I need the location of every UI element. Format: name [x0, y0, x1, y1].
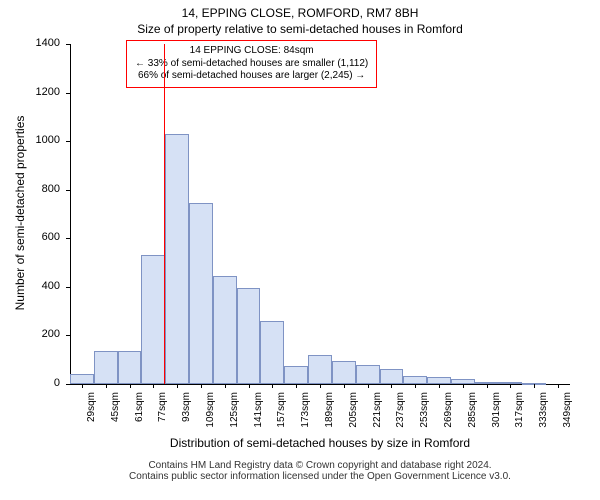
x-tick-mark	[106, 384, 107, 388]
y-tick-label: 0	[0, 377, 60, 389]
y-tick-mark	[66, 44, 70, 45]
x-tick-label: 301sqm	[491, 392, 502, 436]
x-tick-mark	[487, 384, 488, 388]
x-tick-label: 93sqm	[181, 392, 192, 436]
y-tick-mark	[66, 384, 70, 385]
info-line-2: ← 33% of semi-detached houses are smalle…	[135, 58, 368, 71]
footnote-line-2: Contains public sector information licen…	[70, 471, 570, 482]
x-tick-label: 141sqm	[253, 392, 264, 436]
y-axis	[70, 44, 71, 384]
x-tick-label: 349sqm	[562, 392, 573, 436]
x-axis-label: Distribution of semi-detached houses by …	[70, 436, 570, 450]
x-tick-mark	[82, 384, 83, 388]
y-tick-label: 800	[0, 183, 60, 195]
histogram-bar	[427, 377, 451, 384]
x-tick-mark	[439, 384, 440, 388]
y-tick-mark	[66, 287, 70, 288]
x-tick-mark	[153, 384, 154, 388]
x-tick-mark	[272, 384, 273, 388]
y-tick-mark	[66, 335, 70, 336]
x-tick-mark	[225, 384, 226, 388]
x-tick-label: 125sqm	[229, 392, 240, 436]
reference-line	[164, 44, 165, 384]
x-tick-label: 61sqm	[134, 392, 145, 436]
y-tick-mark	[66, 93, 70, 94]
histogram-bar	[118, 351, 142, 384]
x-tick-mark	[534, 384, 535, 388]
x-tick-label: 237sqm	[395, 392, 406, 436]
x-tick-label: 77sqm	[157, 392, 168, 436]
chart-subtitle: Size of property relative to semi-detach…	[0, 22, 600, 36]
x-tick-label: 29sqm	[86, 392, 97, 436]
x-tick-label: 157sqm	[276, 392, 287, 436]
histogram-bar	[213, 276, 237, 384]
x-tick-label: 253sqm	[419, 392, 430, 436]
histogram-bar	[403, 376, 427, 385]
histogram-bar	[332, 361, 356, 384]
x-tick-mark	[177, 384, 178, 388]
histogram-bar	[94, 351, 118, 384]
x-tick-mark	[558, 384, 559, 388]
x-tick-mark	[320, 384, 321, 388]
x-tick-label: 189sqm	[324, 392, 335, 436]
footnote: Contains HM Land Registry data © Crown c…	[70, 460, 570, 482]
histogram-bar	[260, 321, 284, 384]
x-tick-label: 173sqm	[300, 392, 311, 436]
x-tick-label: 269sqm	[443, 392, 454, 436]
x-tick-mark	[201, 384, 202, 388]
histogram-bar	[70, 374, 94, 384]
x-tick-label: 221sqm	[372, 392, 383, 436]
chart-title: 14, EPPING CLOSE, ROMFORD, RM7 8BH	[0, 6, 600, 20]
y-tick-label: 1200	[0, 86, 60, 98]
info-line-3: 66% of semi-detached houses are larger (…	[135, 70, 368, 83]
x-tick-label: 109sqm	[205, 392, 216, 436]
y-tick-label: 400	[0, 280, 60, 292]
x-tick-mark	[344, 384, 345, 388]
y-tick-label: 200	[0, 328, 60, 340]
x-tick-label: 45sqm	[110, 392, 121, 436]
histogram-bar	[165, 134, 189, 384]
histogram-bar	[141, 255, 165, 384]
x-tick-label: 205sqm	[348, 392, 359, 436]
histogram-bar	[284, 366, 308, 384]
y-tick-mark	[66, 238, 70, 239]
x-tick-mark	[130, 384, 131, 388]
histogram-bar	[308, 355, 332, 384]
x-tick-mark	[296, 384, 297, 388]
y-tick-label: 600	[0, 231, 60, 243]
footnote-line-1: Contains HM Land Registry data © Crown c…	[70, 460, 570, 471]
histogram-bar	[380, 369, 404, 384]
y-tick-mark	[66, 141, 70, 142]
y-tick-label: 1400	[0, 37, 60, 49]
x-tick-label: 333sqm	[538, 392, 549, 436]
histogram-bar	[237, 288, 261, 384]
x-tick-mark	[249, 384, 250, 388]
x-tick-mark	[391, 384, 392, 388]
y-tick-label: 1000	[0, 134, 60, 146]
y-tick-mark	[66, 190, 70, 191]
x-tick-mark	[510, 384, 511, 388]
x-tick-label: 317sqm	[514, 392, 525, 436]
x-tick-label: 285sqm	[467, 392, 478, 436]
histogram-bar	[356, 365, 380, 384]
x-tick-mark	[463, 384, 464, 388]
x-tick-mark	[368, 384, 369, 388]
info-line-1: 14 EPPING CLOSE: 84sqm	[135, 45, 368, 58]
x-tick-mark	[415, 384, 416, 388]
histogram-bar	[189, 203, 213, 384]
